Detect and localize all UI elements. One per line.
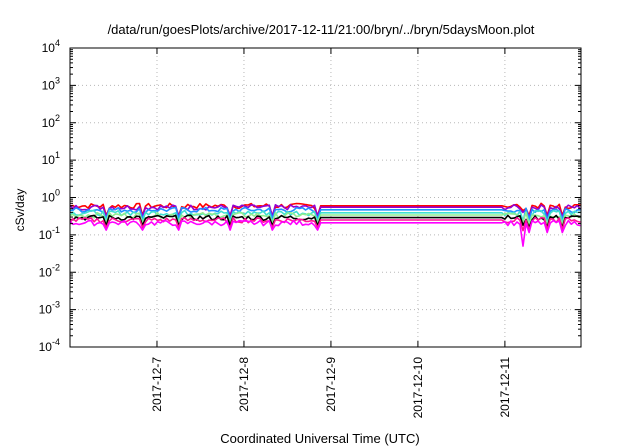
series-line [69,204,581,218]
series-line [69,214,581,229]
y-tick-label: 10-3 [39,300,60,317]
y-tick-label: 103 [42,75,60,92]
y-axis-label: cSv/day [13,189,27,232]
y-tick-label: 10-1 [39,225,60,242]
grid [70,48,581,347]
series-line [69,202,581,217]
y-tick-label: 102 [42,113,60,130]
series-line [69,206,581,223]
series-line [69,209,581,224]
axes: 10-4 10-3 10-2 10-1 100 101 102 103 104 2017-12-7… [39,38,581,418]
y-tick-label: 101 [42,150,60,167]
series-line [69,216,581,232]
chart-title: /data/run/goesPlots/archive/2017-12-11/2… [108,22,535,37]
x-tick-label: 2017-12-9 [324,357,338,412]
y-tick-label: 104 [42,38,60,55]
series-group [69,202,581,247]
series-line [69,219,581,247]
x-tick-label: 2017-12-11 [498,357,512,418]
x-tick-label: 2017-12-8 [237,357,251,412]
y-tick-label: 10-4 [39,337,60,354]
y-tick-label: 100 [42,188,60,205]
y-tick-label: 10-2 [39,262,60,279]
x-tick-label: 2017-12-10 [411,357,425,419]
x-axis-label: Coordinated Universal Time (UTC) [220,431,419,446]
plot-frame [69,47,582,348]
x-tick-label: 2017-12-7 [150,357,164,412]
